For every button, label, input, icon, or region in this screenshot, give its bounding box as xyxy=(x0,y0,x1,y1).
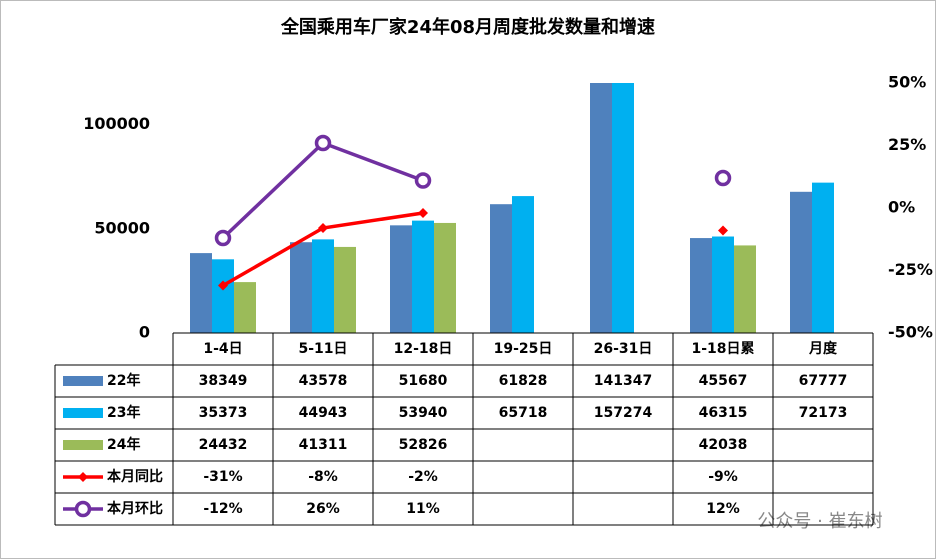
legend-label: 23年 xyxy=(107,404,140,421)
legend-key xyxy=(63,408,103,418)
bar xyxy=(790,191,812,333)
legend-key xyxy=(63,440,103,450)
y2-tick-label: 25% xyxy=(888,135,926,154)
chart-title: 全国乘用车厂家24年08月周度批发数量和增速 xyxy=(280,16,655,38)
table-value: 67777 xyxy=(799,373,848,389)
bar xyxy=(812,182,834,333)
table-value: -2% xyxy=(408,469,438,485)
table-value: 45567 xyxy=(699,373,748,389)
watermark: 公众号 · 崔东树 xyxy=(757,511,882,532)
table-value: 12% xyxy=(706,501,740,517)
bar xyxy=(234,282,256,333)
bar xyxy=(434,222,456,333)
bar xyxy=(512,196,534,333)
bar xyxy=(712,236,734,333)
x-tick-label: 月度 xyxy=(808,340,838,357)
bar xyxy=(312,239,334,333)
table-value: 44943 xyxy=(299,405,348,421)
table-value: 157274 xyxy=(594,405,653,421)
table-value: 72173 xyxy=(799,405,848,421)
legend-label: 24年 xyxy=(107,436,140,453)
table-value: -8% xyxy=(308,469,338,485)
x-tick-label: 12-18日 xyxy=(394,341,453,357)
bar xyxy=(190,253,212,333)
table-value: -31% xyxy=(203,469,242,485)
x-tick-label: 19-25日 xyxy=(494,341,553,357)
legend-label: 本月环比 xyxy=(107,500,163,517)
marker xyxy=(314,134,332,152)
table-value: 35373 xyxy=(199,405,248,421)
marker xyxy=(418,208,428,218)
table-value: 52826 xyxy=(399,437,448,453)
table-value: 11% xyxy=(406,501,440,517)
table-value: 38349 xyxy=(199,373,248,389)
table-value: 141347 xyxy=(594,373,652,389)
y-tick-label: 100000 xyxy=(83,114,150,133)
table-value: 46315 xyxy=(699,405,748,421)
table-value: 65718 xyxy=(499,405,548,421)
legend-key xyxy=(63,376,103,386)
bar xyxy=(490,204,512,333)
bar xyxy=(290,242,312,333)
bar xyxy=(412,220,434,333)
marker xyxy=(74,500,92,518)
table-value: -12% xyxy=(203,501,242,517)
table-value: 43578 xyxy=(299,373,348,389)
table-value: 42038 xyxy=(699,437,748,453)
marker xyxy=(218,280,228,291)
legend-label: 22年 xyxy=(107,372,140,389)
table-value: 41311 xyxy=(299,437,348,453)
bar xyxy=(590,83,612,333)
marker xyxy=(318,223,328,233)
x-tick-label: 1-4日 xyxy=(203,341,242,357)
marker xyxy=(414,172,432,189)
table-value: -9% xyxy=(708,469,738,485)
y2-tick-label: 0% xyxy=(888,198,915,217)
marker xyxy=(718,225,728,236)
bar xyxy=(734,245,756,333)
marker xyxy=(78,472,88,482)
table-value: 53940 xyxy=(399,405,448,421)
y2-tick-label: 50% xyxy=(888,73,926,92)
bar xyxy=(390,225,412,333)
table-value: 24432 xyxy=(199,437,248,453)
bar xyxy=(612,83,634,333)
y-tick-label: 0 xyxy=(139,323,150,342)
marker xyxy=(714,169,732,187)
table-value: 61828 xyxy=(499,373,548,389)
y2-tick-label: -50% xyxy=(888,323,933,342)
plot-area xyxy=(190,83,834,333)
x-tick-label: 1-18日累 xyxy=(691,341,754,357)
bar xyxy=(334,246,356,333)
table-value: 51680 xyxy=(399,373,448,389)
marker xyxy=(214,229,232,247)
legend-label: 本月同比 xyxy=(107,468,163,485)
x-tick-label: 26-31日 xyxy=(594,341,653,357)
y-tick-label: 50000 xyxy=(94,218,150,237)
bar xyxy=(212,259,234,333)
table-value: 26% xyxy=(306,501,340,517)
x-tick-label: 5-11日 xyxy=(298,341,347,357)
y2-tick-label: -25% xyxy=(888,260,933,279)
bar xyxy=(690,238,712,333)
